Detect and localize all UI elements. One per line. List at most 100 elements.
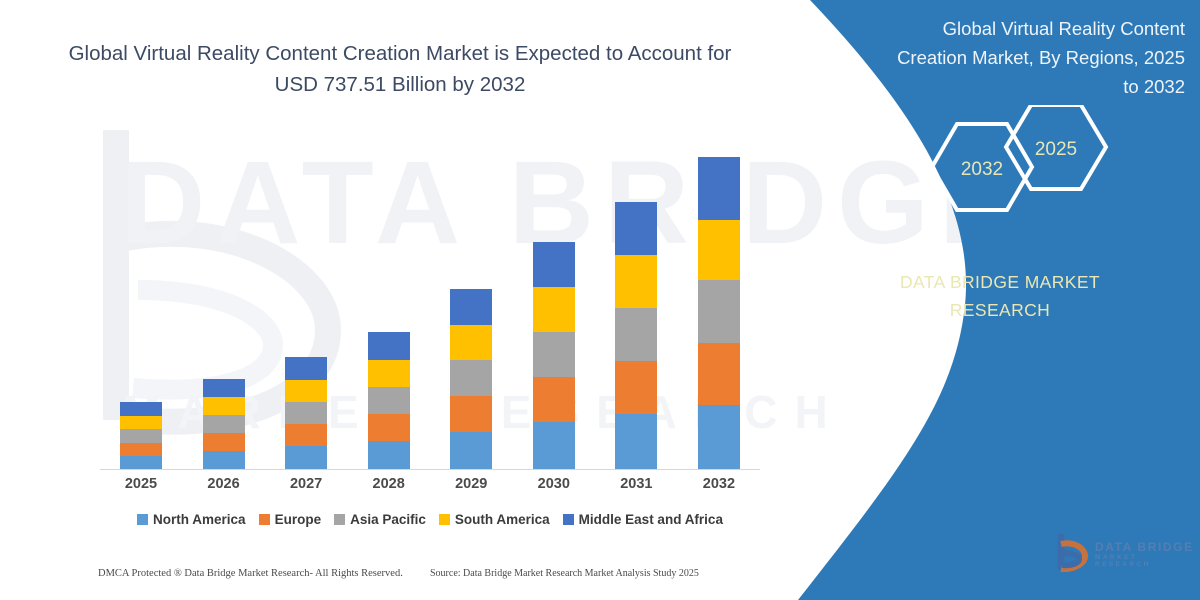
bar-segment [532,332,575,377]
hexagon-2032: 2032 [929,122,1035,212]
hexagon-2025-label: 2025 [1035,139,1077,160]
bar-segment [615,255,658,308]
legend-label: Europe [274,512,322,527]
bar-segment [450,325,493,360]
bar-segment [532,422,575,469]
bar-segment [285,380,328,402]
bar-segment [697,405,740,469]
stacked-bar[interactable] [532,242,575,469]
bar-segment [120,402,162,416]
bar-segment [285,424,328,446]
x-axis-tick: 2025 [124,476,158,492]
data-bridge-logo-icon [1057,534,1089,572]
bar-segment [285,357,328,380]
stacked-bar[interactable] [697,157,740,469]
footer-source-note: Source: Data Bridge Market Research Mark… [430,568,699,579]
bar-segment [697,280,740,343]
stacked-bar-chart [100,140,760,470]
hexagon-2025: 2025 [1003,105,1109,191]
legend-swatch [137,514,149,525]
x-axis-tick: 2031 [620,476,653,492]
legend-label: Middle East and Africa [578,512,723,527]
bar-slot [100,141,182,469]
x-axis-tick: 2026 [207,476,240,492]
bar-segment [450,432,493,469]
legend-item[interactable]: Europe [258,512,322,527]
bar-segment [285,446,328,469]
bar-segment [285,402,328,424]
footer-dmca-notice: DMCA Protected ® Data Bridge Market Rese… [98,568,403,579]
x-axis-labels: 2025 2026 2027 2028 2029 2030 2031 2032 [100,476,760,492]
legend-item[interactable]: Middle East and Africa [562,512,723,527]
chart-pane: Global Virtual Reality Content Creation … [68,42,760,527]
bar-segment [202,379,245,397]
bar-segment [202,451,245,469]
stacked-bar[interactable] [285,357,328,469]
stacked-bar[interactable] [367,332,410,469]
x-axis-tick: 2028 [372,476,405,492]
bar-segment [367,441,410,469]
corner-logo-tagline: MARKET RESEARCH [1095,554,1151,568]
legend-item[interactable]: Asia Pacific [334,512,426,527]
bar-slot [430,141,512,469]
panel-brand: DATA BRIDGE MARKET RESEARCH [830,268,1170,324]
bar-slot [348,141,430,469]
bar-segment [202,415,245,433]
x-axis-tick: 2032 [702,476,736,492]
bar-segment [532,287,575,332]
bar-segment [202,397,245,415]
bar-segment [697,220,740,280]
bar-segment [615,202,658,255]
panel-background-shape [798,0,1200,600]
legend-item[interactable]: North America [137,512,246,527]
bar-segment [367,414,410,441]
bar-segment [697,157,740,220]
legend-label: North America [153,512,246,527]
bar-segment [367,332,410,360]
bar-segment [532,242,575,287]
panel-title: Global Virtual Reality Content Creation … [897,18,1185,97]
corner-logo: DATA BRIDGE MARKET RESEARCH [1055,530,1195,578]
legend-swatch [438,514,450,525]
hexagon-2032-label: 2032 [961,159,1003,180]
legend-swatch [562,514,574,525]
x-axis-tick: 2029 [455,476,488,492]
stacked-bar[interactable] [202,379,245,469]
legend-label: Asia Pacific [350,512,426,527]
bar-segment [120,416,162,429]
panel-brand-line2: RESEARCH [949,300,1051,320]
legend-label: South America [454,512,550,527]
bar-segment [615,414,658,469]
bar-slot [265,141,347,469]
x-axis-tick: 2027 [289,476,323,492]
year-hexagons: 2032 2025 [929,105,1109,212]
bar-segment [367,360,410,387]
page-title: Global Virtual Reality Content Creation … [68,42,732,96]
bar-segment [450,360,493,396]
bar-slot [183,141,265,469]
bar-segment [120,456,162,469]
stacked-bar[interactable] [615,202,658,469]
side-panel: Global Virtual Reality Content Creation … [780,0,1200,600]
bar-segment [202,433,245,451]
bar-slot [678,141,760,469]
panel-brand-line1: DATA BRIDGE MARKET [899,272,1101,292]
stacked-bar[interactable] [120,402,162,469]
legend-swatch [258,514,270,525]
stacked-bar[interactable] [450,289,493,469]
bar-slot [513,141,595,469]
legend-item[interactable]: South America [438,512,550,527]
bar-segment [120,443,162,456]
bar-segment [532,377,575,422]
bar-segment [450,396,493,432]
bar-slot [595,141,677,469]
x-axis-line [100,469,760,470]
bar-segment [450,289,493,325]
panel-content: Global Virtual Reality Content Creation … [780,0,1200,600]
bar-segment [367,387,410,414]
bar-segment [697,343,740,405]
bar-group [100,141,760,469]
bar-segment [120,429,162,443]
bar-segment [615,308,658,361]
